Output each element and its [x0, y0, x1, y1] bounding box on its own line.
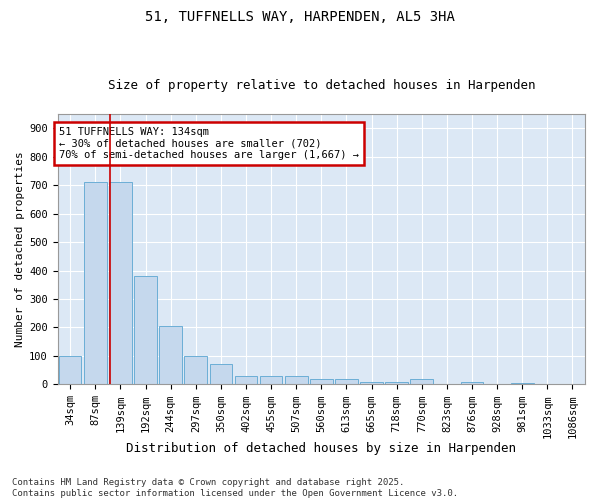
Bar [461, 382, 483, 384]
Bar [109, 182, 132, 384]
Bar [310, 379, 332, 384]
Bar [335, 378, 358, 384]
Bar [260, 376, 283, 384]
X-axis label: Distribution of detached houses by size in Harpenden: Distribution of detached houses by size … [127, 442, 517, 455]
Bar [184, 356, 207, 384]
Bar [360, 382, 383, 384]
Bar [511, 383, 533, 384]
Bar [235, 376, 257, 384]
Text: 51, TUFFNELLS WAY, HARPENDEN, AL5 3HA: 51, TUFFNELLS WAY, HARPENDEN, AL5 3HA [145, 10, 455, 24]
Text: 51 TUFFNELLS WAY: 134sqm
← 30% of detached houses are smaller (702)
70% of semi-: 51 TUFFNELLS WAY: 134sqm ← 30% of detach… [59, 127, 359, 160]
Bar [209, 364, 232, 384]
Bar [385, 382, 408, 384]
Bar [160, 326, 182, 384]
Bar [134, 276, 157, 384]
Bar [410, 378, 433, 384]
Bar [285, 376, 308, 384]
Title: Size of property relative to detached houses in Harpenden: Size of property relative to detached ho… [107, 79, 535, 92]
Bar [84, 182, 107, 384]
Text: Contains HM Land Registry data © Crown copyright and database right 2025.
Contai: Contains HM Land Registry data © Crown c… [12, 478, 458, 498]
Bar [59, 356, 82, 384]
Y-axis label: Number of detached properties: Number of detached properties [15, 152, 25, 347]
